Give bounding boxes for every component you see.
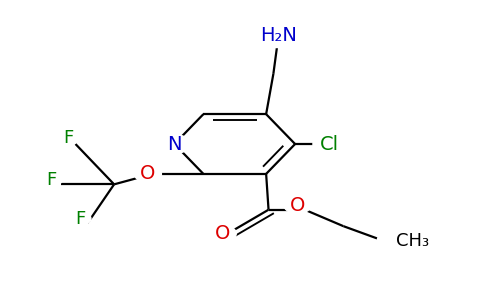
Text: F: F: [63, 129, 74, 147]
Text: N: N: [167, 134, 182, 154]
Text: O: O: [290, 196, 305, 215]
Text: O: O: [140, 164, 155, 183]
Circle shape: [284, 197, 311, 214]
Circle shape: [377, 229, 416, 253]
Circle shape: [41, 173, 62, 186]
Circle shape: [135, 166, 161, 182]
Text: H₂N: H₂N: [260, 26, 297, 44]
Circle shape: [58, 131, 79, 145]
Text: F: F: [75, 210, 86, 228]
Text: F: F: [46, 171, 57, 189]
Circle shape: [258, 22, 299, 48]
Circle shape: [209, 225, 236, 242]
Text: CH₃: CH₃: [396, 232, 430, 250]
Circle shape: [70, 212, 91, 225]
Text: Cl: Cl: [320, 134, 339, 154]
Circle shape: [313, 134, 347, 154]
Text: O: O: [215, 224, 230, 243]
Circle shape: [159, 134, 190, 154]
